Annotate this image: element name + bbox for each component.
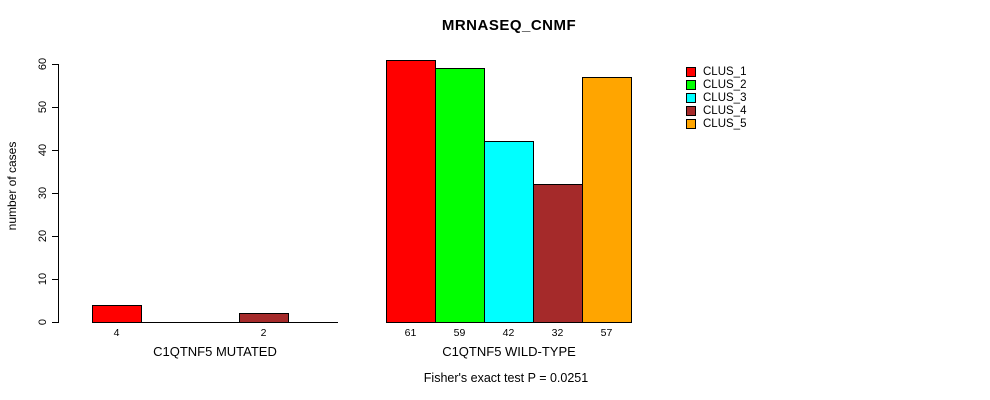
y-axis-tick-label: 20 <box>37 229 49 243</box>
bar-value-label: 4 <box>113 327 120 339</box>
legend-row: CLUS_4 <box>686 104 746 117</box>
y-axis-tick-label: 0 <box>37 318 49 326</box>
bar-clus_3 <box>484 141 534 323</box>
y-axis-title: number of cases <box>5 141 19 231</box>
y-axis-tick-label: 30 <box>37 186 49 200</box>
y-axis-tick-label: 10 <box>37 272 49 286</box>
bar-value-label: 61 <box>404 327 417 339</box>
legend: CLUS_1 CLUS_2 CLUS_3 CLUS_4 CLUS_5 <box>686 65 746 130</box>
bar-clus_5 <box>582 77 632 323</box>
bar-clus_1 <box>92 305 142 323</box>
bar-clus_4 <box>239 313 289 323</box>
bar-value-label: 57 <box>600 327 613 339</box>
bar-value-label: 42 <box>502 327 515 339</box>
legend-swatch-clus_2 <box>686 79 696 90</box>
y-axis-tick <box>52 107 58 108</box>
legend-label: CLUS_1 <box>703 65 747 78</box>
legend-label: CLUS_3 <box>703 91 747 104</box>
bar-value-label: 2 <box>260 327 267 339</box>
legend-label: CLUS_2 <box>703 78 747 91</box>
y-axis-tick <box>52 150 58 151</box>
bar-value-label: 32 <box>551 327 564 339</box>
legend-swatch-clus_1 <box>686 66 696 77</box>
y-axis-tick-label: 40 <box>37 143 49 157</box>
y-axis-tick-label: 60 <box>37 57 49 71</box>
legend-row: CLUS_1 <box>686 65 746 78</box>
legend-label: CLUS_4 <box>703 104 747 117</box>
bar-clus_1 <box>386 60 436 323</box>
legend-swatch-clus_5 <box>686 118 696 129</box>
bar-clus_2 <box>435 68 485 323</box>
legend-label: CLUS_5 <box>703 117 747 130</box>
y-axis-tick <box>52 193 58 194</box>
chart-title: MRNASEQ_CNMF <box>441 17 577 34</box>
y-axis-line <box>58 64 59 323</box>
y-axis-tick <box>52 64 58 65</box>
y-axis-tick <box>52 236 58 237</box>
bar-clus_4 <box>533 184 583 323</box>
legend-row: CLUS_3 <box>686 91 746 104</box>
fisher-test-annotation: Fisher's exact test P = 0.0251 <box>423 371 589 385</box>
legend-swatch-clus_4 <box>686 105 696 116</box>
legend-row: CLUS_5 <box>686 117 746 130</box>
y-axis-tick-label: 50 <box>37 100 49 114</box>
legend-swatch-clus_3 <box>686 92 696 103</box>
group-baseline <box>92 322 338 323</box>
group-label-wildtype: C1QTNF5 WILD-TYPE <box>442 344 576 359</box>
group-label-mutated: C1QTNF5 MUTATED <box>153 344 277 359</box>
y-axis-tick <box>52 279 58 280</box>
bar-value-label: 59 <box>453 327 466 339</box>
legend-row: CLUS_2 <box>686 78 746 91</box>
y-axis-tick <box>52 322 58 323</box>
